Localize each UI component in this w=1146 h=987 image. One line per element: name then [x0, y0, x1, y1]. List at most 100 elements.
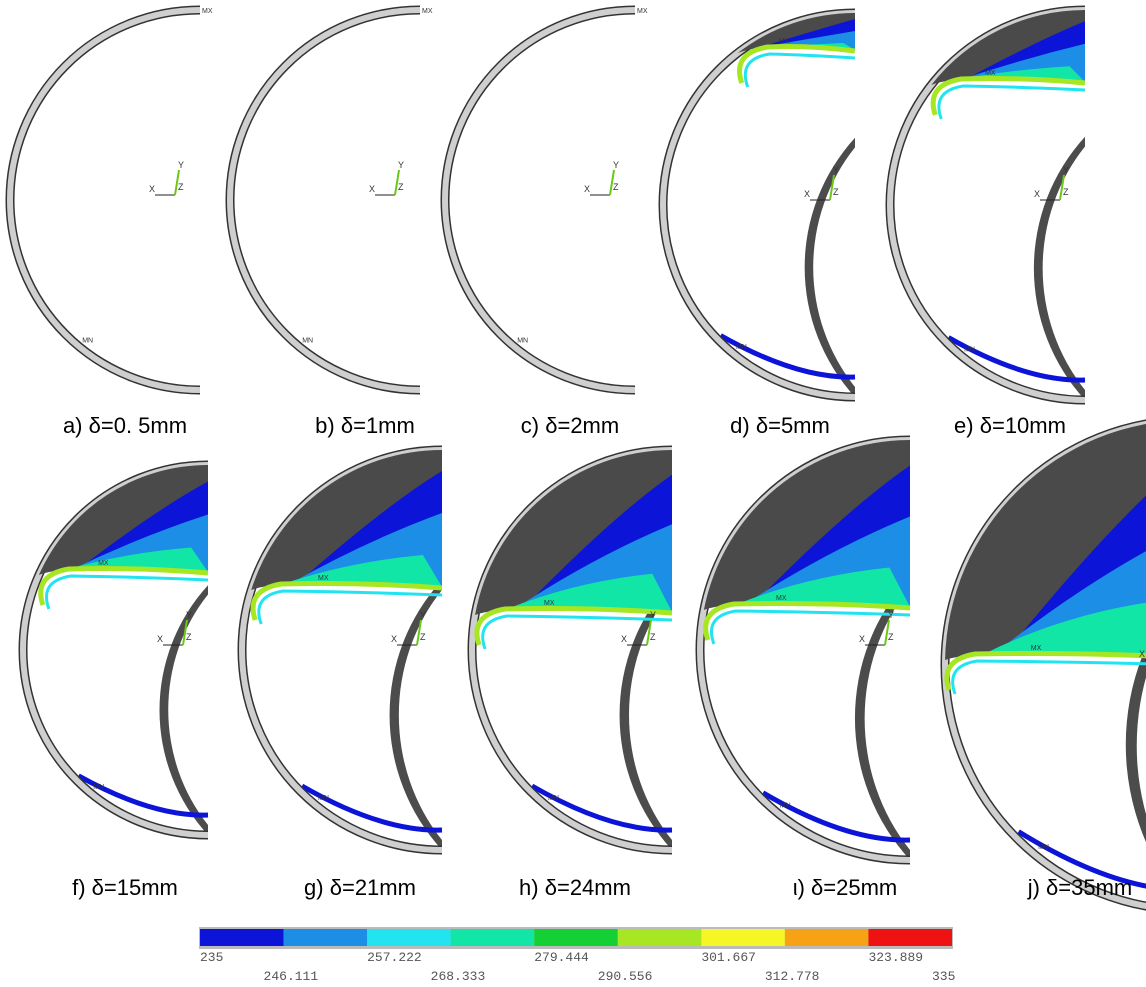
triad-z-label: Z — [420, 632, 426, 642]
ring-fill — [230, 10, 420, 390]
fold-yellow — [41, 569, 208, 606]
triad-y-label: Y — [888, 610, 894, 620]
ring — [230, 10, 420, 390]
panel: MX MN X Y Z — [23, 465, 208, 835]
triad-x-label: X — [1034, 189, 1040, 199]
panel: MX MN X Y Z — [890, 10, 1085, 400]
caption: e) δ=10mm — [954, 413, 1066, 438]
marker-max: MX — [985, 70, 996, 77]
marker-min: MN — [302, 338, 313, 345]
triad-y-label: Y — [420, 610, 426, 620]
triad-z-label: Z — [613, 182, 619, 192]
fold-yellow — [740, 47, 855, 84]
inner-crescent — [390, 580, 442, 850]
triad-z-label: Z — [650, 632, 656, 642]
legend-swatch — [284, 929, 368, 946]
caption: c) δ=2mm — [521, 413, 619, 438]
caption: b) δ=1mm — [315, 413, 415, 438]
inner-crescent — [159, 585, 208, 835]
panel: MX MN X Y Z — [10, 8, 213, 390]
fold-cyan — [953, 661, 1146, 694]
panel: MX MN X Y Z — [472, 450, 672, 850]
triad-z-label: Z — [186, 632, 192, 642]
marker-min: MN — [548, 795, 559, 802]
fold-cyan — [939, 86, 1085, 119]
marker-max: MX — [779, 38, 790, 45]
caption: j) δ=35mm — [1027, 875, 1133, 900]
caption: a) δ=0. 5mm — [63, 413, 187, 438]
triad-x-label: X — [584, 184, 590, 194]
caption: g) δ=21mm — [304, 875, 416, 900]
marker-min: MN — [964, 346, 975, 353]
fold-yellow — [933, 79, 1085, 116]
legend-label: 312.778 — [765, 969, 820, 984]
triad-x-label: X — [149, 184, 155, 194]
triad-z-label: Z — [1063, 187, 1069, 197]
caption: d) δ=5mm — [730, 413, 830, 438]
triad-x-label: X — [157, 634, 163, 644]
triad-x-label: X — [369, 184, 375, 194]
marker-max: MX — [318, 575, 329, 582]
marker-max: MX — [776, 595, 787, 602]
marker-max: MX — [544, 600, 555, 607]
legend-swatch — [618, 929, 702, 946]
triad-z-label: Z — [888, 632, 894, 642]
legend-label: 335 — [932, 969, 955, 984]
legend-swatch — [534, 929, 618, 946]
legend-swatch — [701, 929, 785, 946]
fold-yellow — [253, 584, 442, 621]
triad-y-label: Y — [186, 610, 192, 620]
figure: MX MN X Y Za) δ=0. 5mm MX MN X Y Zb) δ=1mm MX MN X Y Z… — [0, 0, 1146, 987]
marker-max: MX — [422, 8, 433, 15]
marker-min: MN — [1038, 844, 1049, 851]
ring-fill — [445, 10, 635, 390]
legend-label: 268.333 — [431, 969, 486, 984]
inner-crescent — [805, 138, 855, 397]
triad-x-label: X — [804, 189, 810, 199]
triad-z-label: Z — [833, 187, 839, 197]
legend-label: 279.444 — [534, 950, 589, 965]
fold-cyan — [745, 54, 855, 87]
triad-y-label: Y — [1063, 165, 1069, 175]
triad-z-label: Z — [178, 182, 184, 192]
ring-fill — [10, 10, 200, 390]
marker-min: MN — [82, 338, 93, 345]
triad-y-label: Y — [178, 160, 184, 170]
legend-label: 246.111 — [264, 969, 319, 984]
triad-x-label: X — [621, 634, 627, 644]
inner-crescent — [1034, 137, 1085, 400]
panel: MX MN X Y Z — [663, 13, 855, 397]
triad-y-label: Y — [398, 160, 404, 170]
triad-x-label: X — [391, 634, 397, 644]
panel: MX MN X Y Z — [242, 450, 442, 850]
triad-y-label: Y — [650, 610, 656, 620]
marker-min: MN — [517, 338, 528, 345]
ring — [10, 10, 200, 390]
triad-x-label: X — [859, 634, 865, 644]
caption: f) δ=15mm — [72, 875, 178, 900]
fold-cyan — [47, 576, 208, 609]
legend-swatch — [785, 929, 869, 946]
triad-x-label: X — [1139, 649, 1145, 659]
legend-label: 301.667 — [701, 950, 756, 965]
marker-max: MX — [1031, 645, 1042, 652]
legend-swatch — [367, 929, 451, 946]
marker-min: MN — [93, 784, 104, 791]
marker-max: MX — [202, 8, 213, 15]
panel: MXMNXYZ — [445, 8, 648, 390]
legend-swatch — [200, 929, 284, 946]
marker-min: MN — [318, 795, 329, 802]
ring — [445, 10, 635, 390]
marker-max: MX — [98, 560, 109, 567]
legend-swatch — [451, 929, 535, 946]
legend-label: 235 — [200, 950, 223, 965]
legend-swatch — [868, 929, 952, 946]
marker-min: MN — [736, 344, 747, 351]
triad-y-label: Y — [833, 165, 839, 175]
legend-label: 290.556 — [598, 969, 653, 984]
fold-yellow — [947, 654, 1146, 691]
caption: h) δ=24mm — [519, 875, 631, 900]
